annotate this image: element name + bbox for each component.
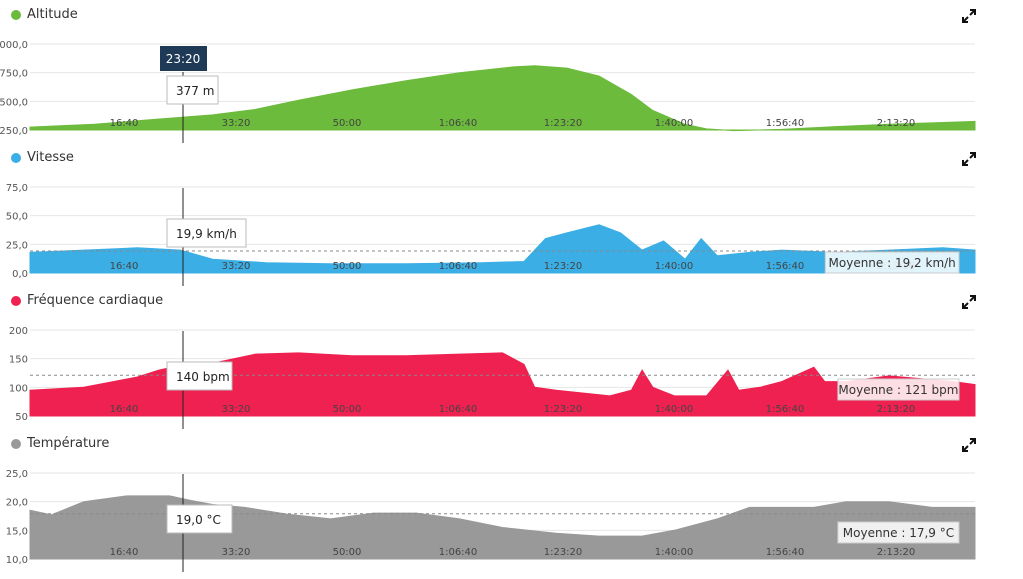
average-label: Moyenne : 121 bpm — [838, 383, 958, 397]
x-tick-label: 50:00 — [333, 118, 362, 129]
expand-icon[interactable] — [962, 9, 976, 23]
x-tick-label: 50:00 — [333, 261, 362, 272]
y-tick-label: 100 — [9, 383, 28, 394]
chart-panel-frequence-cardiaque: Fréquence cardiaque 200 150 100 50 16:40 33:2… — [0, 286, 1023, 429]
expand-icon[interactable] — [962, 438, 976, 452]
x-tick-label: 1:56:40 — [766, 261, 805, 272]
x-tick-label: 1:40:00 — [655, 547, 694, 558]
tooltip-value: 377 m — [176, 84, 214, 98]
x-tick-label: 1:56:40 — [766, 404, 805, 415]
average-badge — [837, 521, 960, 544]
y-tick-label: 500,0 — [0, 97, 28, 108]
chart-title: Fréquence cardiaque — [27, 293, 164, 308]
x-tick-label: 1:06:40 — [439, 261, 478, 272]
x-tick-label: 16:40 — [110, 547, 139, 558]
x-tick-label: 33:20 — [222, 261, 251, 272]
chart-title-row: Vitesse — [11, 150, 74, 165]
y-tick-label: 50 — [15, 412, 28, 423]
x-tick-label: 33:20 — [222, 118, 251, 129]
x-tick-label: 1:06:40 — [439, 118, 478, 129]
x-tick-label: 1:40:00 — [655, 118, 694, 129]
expand-icon[interactable] — [962, 295, 976, 309]
chart-title: Vitesse — [27, 150, 74, 165]
chart-panel-vitesse: Vitesse 75,0 50,0 25,0 0,0 16:40 33:20 50:00 1:… — [0, 143, 1023, 286]
y-tick-label: 25,0 — [6, 469, 28, 480]
y-tick-label: 20,0 — [6, 498, 28, 509]
series-area — [29, 495, 976, 560]
x-tick-label: 1:56:40 — [766, 547, 805, 558]
x-tick-label: 1:23:20 — [544, 404, 583, 415]
y-tick-label: 10,0 — [6, 555, 28, 566]
series-area — [29, 224, 976, 274]
x-tick-label: 50:00 — [333, 404, 362, 415]
tooltip-value: 140 bpm — [176, 370, 230, 384]
x-tick-label: 33:20 — [222, 547, 251, 558]
chart-title: Altitude — [27, 7, 78, 22]
x-tick-label: 1:23:20 — [544, 118, 583, 129]
x-tick-label: 1:56:40 — [766, 118, 805, 129]
y-tick-label: 25,0 — [6, 240, 28, 251]
legend-dot — [11, 295, 21, 306]
x-tick-label: 50:00 — [333, 547, 362, 558]
expand-icon[interactable] — [962, 152, 976, 166]
y-tick-label: 50,0 — [6, 212, 28, 223]
x-tick-label: 1:40:00 — [655, 261, 694, 272]
average-badge — [824, 251, 960, 274]
chart-title-row: Altitude — [11, 7, 78, 22]
altitude-plot[interactable]: 1.000,0 750,0 500,0 250,0 16:40 33:20 50:00 1:0… — [0, 0, 1023, 143]
x-tick-label: 1:06:40 — [439, 547, 478, 558]
tooltip-box — [166, 504, 233, 534]
x-tick-label: 16:40 — [110, 261, 139, 272]
legend-dot — [11, 152, 21, 163]
chart-title-row: Fréquence cardiaque — [11, 293, 163, 308]
x-tick-label: 2:13:20 — [877, 118, 916, 129]
y-tick-label: 75,0 — [6, 183, 28, 194]
vitesse-plot[interactable]: 75,0 50,0 25,0 0,0 16:40 33:20 50:00 1:06:40 1:2… — [0, 143, 1023, 286]
x-tick-label: 2:13:20 — [877, 547, 916, 558]
y-tick-label: 250,0 — [0, 126, 28, 137]
tooltip-box — [166, 75, 219, 105]
chart-title: Température — [27, 436, 110, 451]
y-tick-label: 200 — [9, 326, 28, 337]
tooltip-value: 19,9 km/h — [176, 227, 237, 241]
cursor-time-label: 23:20 — [166, 52, 201, 66]
y-tick-label: 15,0 — [6, 526, 28, 537]
legend-dot — [11, 9, 21, 20]
x-tick-label: 16:40 — [110, 118, 139, 129]
tooltip-value: 19,0 °C — [176, 513, 221, 527]
cursor-time-badge — [160, 46, 207, 71]
chart-panel-altitude: Altitude 1.000,0 750,0 500,0 250,0 16:40 33:2… — [0, 0, 1023, 143]
x-tick-label: 1:40:00 — [655, 404, 694, 415]
x-tick-label: 16:40 — [110, 404, 139, 415]
x-tick-label: 2:13:20 — [877, 404, 916, 415]
x-tick-label: 33:20 — [222, 404, 251, 415]
chart-title-row: Température — [11, 436, 109, 451]
chart-panel-temperature: Température 25,0 20,0 15,0 10,0 16:40 33:20 50… — [0, 429, 1023, 572]
x-tick-label: 1:06:40 — [439, 404, 478, 415]
tooltip-box — [166, 218, 247, 248]
average-badge — [837, 378, 960, 401]
y-tick-label: 1.000,0 — [0, 40, 28, 51]
legend-dot — [11, 438, 21, 449]
series-area — [29, 65, 976, 132]
y-tick-label: 150 — [9, 355, 28, 366]
y-tick-label: 750,0 — [0, 69, 28, 80]
frequence-cardiaque-plot[interactable]: 200 150 100 50 16:40 33:20 50:00 1:06:40 1:23:20… — [0, 286, 1023, 429]
average-label: Moyenne : 19,2 km/h — [829, 256, 956, 270]
tooltip-box — [166, 361, 233, 391]
average-label: Moyenne : 17,9 °C — [843, 526, 954, 540]
x-tick-label: 1:23:20 — [544, 261, 583, 272]
y-tick-label: 0,0 — [12, 269, 28, 280]
x-tick-label: 1:23:20 — [544, 547, 583, 558]
temperature-plot[interactable]: 25,0 20,0 15,0 10,0 16:40 33:20 50:00 1:06:40 1:… — [0, 429, 1023, 572]
